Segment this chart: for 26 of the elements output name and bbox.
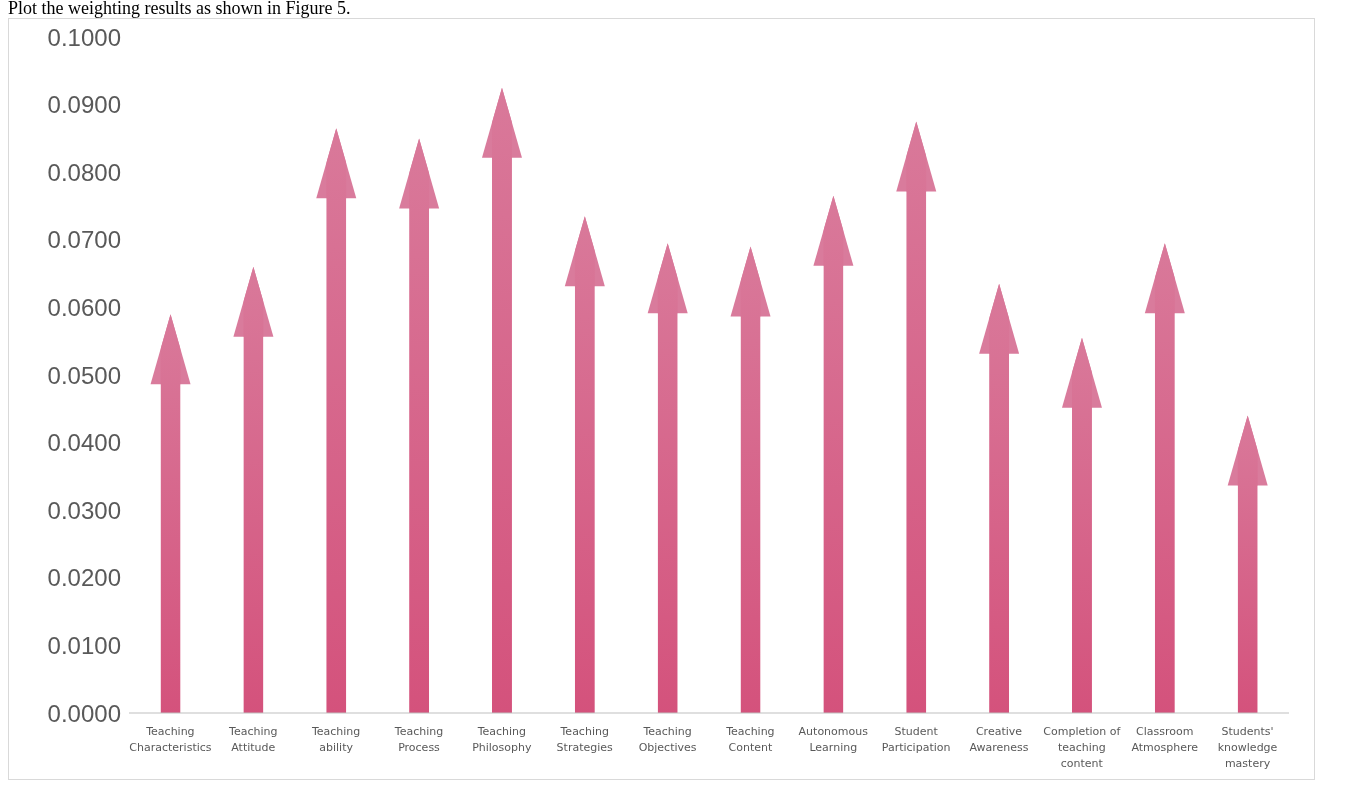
y-tick-label: 0.0500: [47, 361, 121, 389]
x-tick-label: Autonomous Learning: [798, 725, 869, 754]
y-tick-label: 0.0700: [47, 226, 121, 254]
y-tick-label: 0.0200: [47, 564, 121, 592]
y-tick-label: 0.0900: [47, 91, 121, 119]
x-tick-label: Completion of teaching content: [1043, 725, 1122, 770]
y-tick-label: 0.0600: [47, 293, 121, 321]
x-tick-label: Creative Awareness: [969, 725, 1029, 754]
y-tick-label: 0.0800: [47, 158, 121, 186]
y-tick-label: 0.0100: [47, 631, 121, 659]
x-tick-label: Teaching Characteristics: [129, 725, 212, 754]
y-tick-label: 0.0000: [47, 699, 121, 727]
x-tick-label: Teaching ability: [310, 725, 361, 754]
x-tick-label: Student Participation: [881, 725, 951, 754]
x-tick-label: Classroom Atmosphere: [1131, 725, 1199, 754]
x-tick-label: Teaching Content: [725, 725, 775, 754]
y-tick-label: 0.0400: [47, 429, 121, 457]
x-tick-label: Students' knowledge mastery: [1217, 725, 1278, 770]
x-tick-label: Teaching Philosophy: [472, 725, 533, 754]
x-tick-label: Teaching Objectives: [638, 725, 697, 754]
x-tick-label: Teaching Strategies: [556, 725, 614, 754]
y-tick-label: 0.0300: [47, 496, 121, 524]
x-tick-label: Teaching Attitude: [228, 725, 278, 754]
text: Plot the weighting results as shown in Figure 5.: [8, 0, 352, 18]
x-tick-label: Teaching Process: [393, 725, 444, 754]
y-tick-label: 0.1000: [47, 23, 121, 51]
